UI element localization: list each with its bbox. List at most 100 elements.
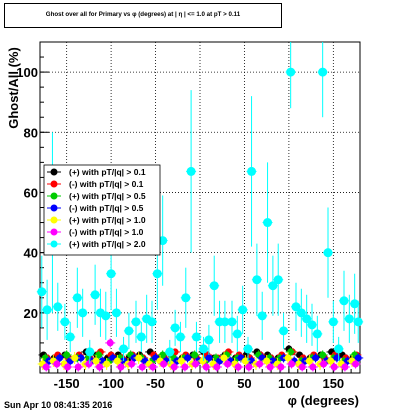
data-point [202, 363, 210, 371]
data-point [352, 360, 360, 368]
legend-label: (-) with pT/|q| > 1.0 [69, 227, 144, 237]
data-point [106, 339, 114, 347]
y-tick-label: 80 [24, 125, 38, 140]
data-point [131, 317, 141, 327]
y-axis-label: Ghost/All (%) [6, 47, 21, 129]
data-point [71, 354, 79, 362]
data-point [298, 363, 306, 371]
data-point [330, 363, 338, 371]
data-point [95, 351, 103, 359]
data-point [85, 347, 95, 357]
data-point [77, 354, 85, 362]
data-point [284, 354, 292, 362]
legend-marker [50, 228, 58, 236]
data-point [85, 360, 93, 368]
data-point [319, 351, 327, 359]
data-point [78, 308, 88, 318]
data-point [119, 344, 129, 354]
data-point [136, 332, 146, 342]
data-point [199, 357, 207, 365]
series-group [41, 338, 361, 372]
legend: (+) with pT/|q| > 0.1 (-) with pT/|q| > 0… [43, 164, 161, 256]
data-point [175, 332, 185, 342]
data-point [252, 275, 262, 285]
data-point [266, 363, 274, 371]
data-point [103, 360, 111, 368]
data-point [111, 308, 121, 318]
data-point [135, 354, 143, 362]
data-point [60, 317, 70, 327]
series-group [36, 42, 364, 364]
y-tick-label: 100 [16, 65, 38, 80]
data-point [243, 344, 253, 354]
data-point [149, 363, 157, 371]
data-point [92, 357, 100, 365]
data-point [277, 363, 285, 371]
legend-label: (+) with pT/|q| > 0.5 [69, 191, 146, 201]
title-box: Ghost over all for Primary vs φ (degrees… [4, 3, 282, 28]
legend-marker [50, 192, 58, 200]
data-point [224, 360, 232, 368]
data-point [312, 329, 322, 339]
data-point [90, 290, 100, 300]
data-point [205, 354, 213, 362]
data-point [53, 302, 63, 312]
data-point [263, 218, 273, 228]
data-point [147, 317, 157, 327]
data-point [64, 363, 72, 371]
data-point [159, 351, 167, 359]
data-point [263, 357, 271, 365]
data-point [318, 67, 328, 77]
data-point [106, 269, 116, 279]
data-point [323, 248, 333, 258]
x-tick-label: 0 [196, 376, 203, 391]
legend-marker [50, 168, 58, 176]
legend-marker [50, 240, 58, 248]
data-point [312, 354, 320, 362]
data-point [296, 308, 306, 318]
data-point [333, 354, 341, 362]
data-point [170, 323, 180, 333]
data-point [209, 281, 219, 291]
data-point [291, 302, 301, 312]
legend-box [43, 164, 161, 256]
data-point [117, 363, 125, 371]
data-point [327, 357, 335, 365]
data-point [245, 363, 253, 371]
data-point [191, 332, 201, 342]
legend-label: (-) with pT/|q| > 0.1 [69, 179, 144, 189]
data-point [234, 363, 242, 371]
data-point [37, 287, 47, 297]
data-point [152, 269, 162, 279]
data-point [232, 329, 242, 339]
legend-label: (+) with pT/|q| > 1.0 [69, 215, 146, 225]
data-point [113, 357, 121, 365]
data-point [42, 363, 50, 371]
data-point [328, 317, 338, 327]
data-point [42, 305, 52, 315]
ticks-layer: -150 -100 -50 0 50 100 150 20 40 60 80 100 [16, 56, 361, 391]
legend-marker [50, 216, 58, 224]
data-point [288, 360, 296, 368]
data-point [186, 166, 196, 176]
data-point [257, 311, 267, 321]
data-point [138, 363, 146, 371]
x-tick-label: 50 [237, 376, 251, 391]
data-point [63, 351, 71, 359]
data-point [354, 354, 362, 362]
x-tick-label: 100 [278, 376, 300, 391]
data-point [279, 326, 289, 336]
data-point [320, 360, 328, 368]
legend-marker [50, 204, 58, 212]
x-tick-label: -50 [146, 376, 165, 391]
data-point [273, 275, 283, 285]
data-point [241, 357, 249, 365]
data-point [309, 363, 317, 371]
x-tick-label: -100 [98, 376, 124, 391]
data-point [302, 314, 312, 324]
points-layer [36, 42, 364, 372]
data-point [177, 357, 185, 365]
data-point [268, 281, 278, 291]
y-tick-label: 20 [24, 306, 38, 321]
